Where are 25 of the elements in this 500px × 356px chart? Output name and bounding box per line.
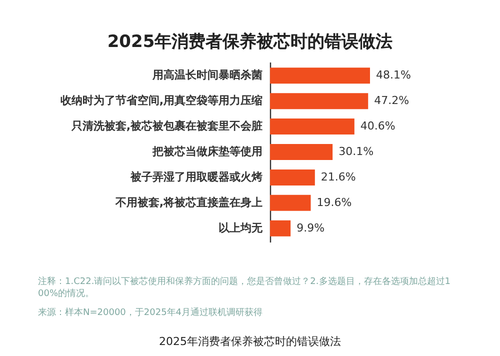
- text: 2025年消费者保养被芯时的错误做法: [159, 335, 341, 348]
- bar: [270, 68, 370, 84]
- bar: [270, 144, 333, 160]
- text: 注释：1.C22.请问以下被芯使用和保养方面的问题，您是否曾做过？2.多选题目，存在各选项加总超过100%的情况。: [38, 276, 450, 299]
- data-label: 9.9%: [296, 221, 325, 234]
- source-note: 来源：样本N=20000，于2025年4月通过联机调研获得: [38, 307, 263, 318]
- bar: [270, 93, 368, 110]
- y-tick-label: 以上均无: [218, 221, 264, 234]
- data-label: 48.1%: [376, 68, 411, 82]
- y-tick-label: 把被芯当做床垫等使用: [152, 145, 262, 158]
- y-tick-label: 收纳时为了节省空间,用真空袋等用力压缩: [60, 94, 262, 108]
- y-tick-label: 用高温长时间暴晒杀菌: [152, 68, 262, 82]
- y-tick-label: 不用被套,将被芯直接盖在身上: [114, 196, 262, 209]
- data-label: 21.6%: [320, 170, 356, 184]
- bar: [270, 220, 291, 236]
- data-label: 30.1%: [338, 145, 374, 158]
- bar: [270, 118, 354, 135]
- chart-title: 2025年消费者保养被芯时的错误做法: [107, 32, 393, 52]
- bar: [270, 169, 315, 186]
- data-label: 19.6%: [316, 196, 352, 209]
- y-tick-label: 被子弄湿了用取暖器或火烤: [130, 170, 262, 184]
- data-label: 40.6%: [360, 120, 396, 133]
- y-tick-label: 只清洗被套,被芯被包裹在被套里不会脏: [70, 120, 262, 133]
- data-label: 47.2%: [374, 94, 410, 108]
- bar: [270, 194, 311, 211]
